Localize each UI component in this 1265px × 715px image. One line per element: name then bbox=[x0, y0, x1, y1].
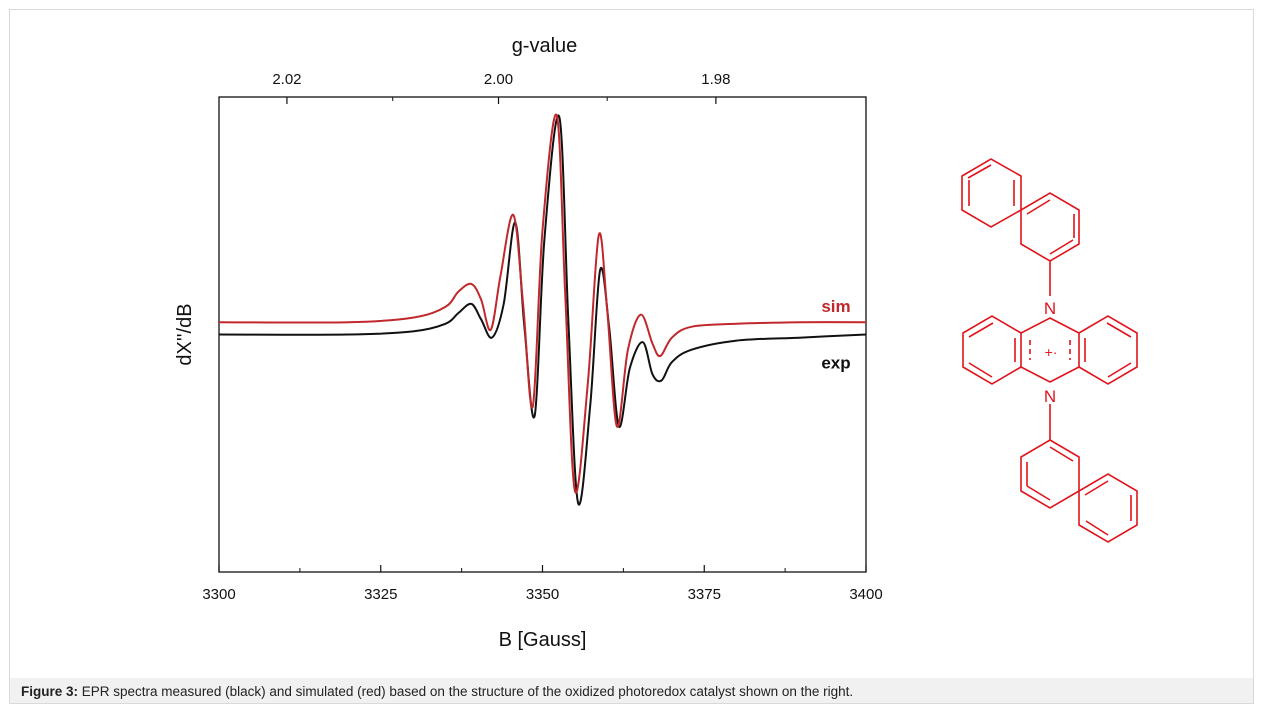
top-axis-title: g-value bbox=[512, 35, 578, 57]
y-axis-title: dX''/dB bbox=[174, 303, 196, 365]
x-tick-label: 3375 bbox=[688, 586, 721, 603]
exp-series-label: exp bbox=[821, 354, 850, 373]
x-tick-label: 3350 bbox=[526, 586, 559, 603]
molecule-structure bbox=[961, 158, 1138, 543]
top-tick-label: 2.02 bbox=[272, 71, 301, 88]
sim-series-line bbox=[218, 113, 867, 494]
naphthyl-bottom-ring-a-inner bbox=[1084, 480, 1132, 536]
x-tick-label: 3325 bbox=[364, 586, 397, 603]
tick-labels: 3300 3325 3350 3375 3400 2.02 2.00 1.98 bbox=[202, 71, 882, 603]
phenazine-left-ring-inner bbox=[968, 322, 1016, 378]
naphthyl-bottom-ring-b-inner bbox=[1026, 446, 1074, 501]
naphthyl-top-ring-b bbox=[1020, 192, 1080, 262]
nitrogen-bottom-label: N bbox=[1044, 387, 1056, 406]
x-tick-label: 3300 bbox=[202, 586, 235, 603]
figure-container bbox=[9, 9, 1254, 704]
phenazine-delocalized bbox=[1029, 340, 1071, 360]
sim-series-label: sim bbox=[821, 297, 850, 316]
radical-cation-label: +· bbox=[1045, 344, 1058, 360]
phenazine-right-ring bbox=[1078, 315, 1138, 385]
x-axis-title: B [Gauss] bbox=[499, 629, 587, 651]
nitrogen-top-label: N bbox=[1044, 299, 1056, 318]
caption-text: EPR spectra measured (black) and simulat… bbox=[78, 684, 854, 699]
naphthyl-bottom-ring-b bbox=[1020, 439, 1080, 509]
naphthyl-top-ring-a-inner bbox=[967, 164, 1015, 206]
top-tick-label: 2.00 bbox=[484, 71, 513, 88]
caption-label: Figure 3: bbox=[21, 684, 79, 699]
naphthyl-top-ring-a bbox=[961, 158, 1022, 228]
tick-marks bbox=[218, 97, 867, 572]
naphthyl-bottom-ring-a bbox=[1078, 473, 1138, 543]
exp-series-line bbox=[218, 114, 867, 506]
phenazine-right-ring-inner bbox=[1084, 322, 1132, 378]
naphthyl-top-ring-b-inner bbox=[1026, 199, 1075, 255]
series-group bbox=[218, 113, 867, 506]
top-tick-label: 1.98 bbox=[701, 71, 730, 88]
phenazine-left-ring bbox=[962, 315, 1022, 385]
figure-caption: Figure 3: EPR spectra measured (black) a… bbox=[10, 678, 1253, 703]
x-tick-label: 3400 bbox=[849, 586, 882, 603]
